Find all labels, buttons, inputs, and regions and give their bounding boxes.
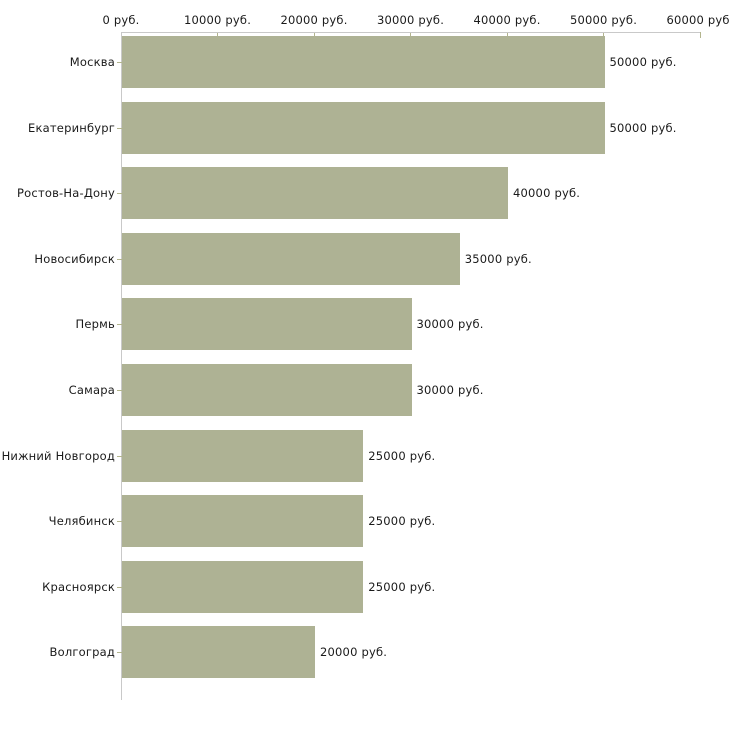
y-axis-category-label: Новосибирск (34, 251, 115, 266)
bar[interactable] (122, 298, 412, 351)
y-axis-tick (117, 62, 122, 63)
bar-value-label: 25000 руб. (368, 579, 436, 594)
y-axis-category-label: Волгоград (49, 645, 115, 660)
x-axis-tick (313, 32, 315, 38)
y-axis-tick (117, 128, 122, 129)
x-axis-tick-label: 30000 руб. (376, 13, 445, 27)
y-axis-category-label: Самара (68, 383, 115, 397)
y-axis-category-label: Нижний Новгород (1, 448, 115, 463)
x-axis-tick (410, 32, 411, 38)
y-axis-line (121, 32, 122, 700)
bar[interactable] (122, 232, 460, 285)
bar[interactable] (122, 495, 364, 548)
y-axis-category-label: Челябинск (48, 514, 115, 529)
x-axis-tick-label: 0 руб. (102, 13, 140, 27)
x-axis-tick (699, 32, 701, 38)
x-axis-tick-label: 50000 руб. (569, 13, 638, 27)
bar[interactable] (122, 626, 315, 679)
bar-value-label: 30000 руб. (416, 317, 484, 332)
y-axis-category-label: Екатеринбург (28, 120, 115, 135)
bar[interactable] (122, 36, 605, 88)
y-axis-category-label: Москва (69, 55, 115, 69)
bar-value-label: 40000 руб. (513, 186, 581, 201)
bar-value-label: 25000 руб. (368, 514, 436, 529)
y-axis-tick (117, 521, 122, 522)
y-axis-category-label: Ростов-На-Дону (17, 186, 115, 201)
y-axis-category-label: Пермь (75, 317, 115, 332)
bar[interactable] (122, 101, 605, 154)
bar-value-label: 35000 руб. (464, 251, 532, 266)
x-axis-line (121, 32, 700, 33)
x-axis-tick-label: 60000 руб. (666, 13, 730, 27)
bar[interactable] (122, 167, 508, 220)
x-axis-tick-label: 10000 руб. (183, 13, 252, 27)
y-axis-tick (117, 652, 122, 653)
y-axis-tick (117, 259, 122, 260)
y-axis-tick (117, 587, 122, 588)
bar[interactable] (122, 560, 364, 613)
bar[interactable] (122, 364, 412, 416)
x-axis-tick-label: 20000 руб. (280, 13, 348, 27)
y-axis-tick (117, 193, 122, 194)
bar-value-label: 50000 руб. (609, 55, 677, 69)
y-axis-tick (117, 456, 122, 457)
bar-value-label: 20000 руб. (320, 645, 388, 660)
y-axis-tick (117, 324, 122, 325)
bar[interactable] (122, 429, 364, 482)
bar-value-label: 25000 руб. (368, 448, 436, 463)
x-axis-tick (217, 32, 218, 38)
x-axis-tick-label: 40000 руб. (473, 13, 541, 27)
bar-value-label: 30000 руб. (416, 383, 484, 397)
y-axis-category-label: Красноярск (42, 579, 115, 594)
x-axis-tick (506, 32, 508, 38)
x-axis-tick (603, 32, 604, 38)
bar-value-label: 50000 руб. (609, 120, 677, 135)
y-axis-tick (117, 390, 122, 391)
